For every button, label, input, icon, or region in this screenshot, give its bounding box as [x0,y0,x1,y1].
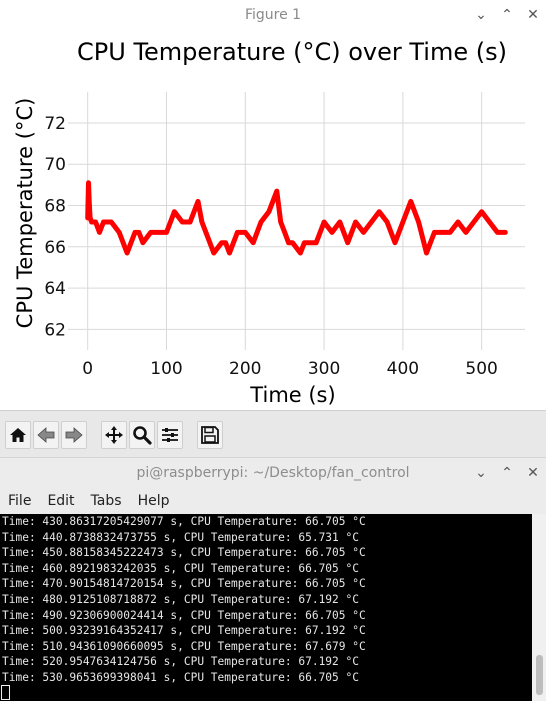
terminal-window-controls: ⌄ ⌃ ✕ [468,458,546,488]
minimize-icon: ⌄ [475,465,487,481]
home-button[interactable] [5,421,31,449]
terminal-line: Time: 450.88158345222473 s, CPU Temperat… [2,546,366,560]
x-tick-label: 0 [82,359,93,379]
terminal-title: pi@raspberrypi: ~/Desktop/fan_control [136,465,410,481]
pan-button[interactable] [101,421,127,449]
terminal-cursor [1,685,10,700]
maximize-icon: ⌃ [501,7,513,23]
x-tick-label: 300 [308,359,340,379]
figure-window: Figure 1 ⌄ ⌃ ✕ 0 100 200 300 400 500 62 64 66 68 7… [0,0,546,458]
terminal-output[interactable]: Time: 430.86317205429077 s, CPU Temperat… [0,514,532,701]
terminal-minimize-button[interactable]: ⌄ [468,460,494,486]
configure-subplots-button[interactable] [157,421,183,449]
y-tick-label: 66 [44,238,66,258]
terminal-line: Time: 470.90154814720154 s, CPU Temperat… [2,577,366,591]
save-button[interactable] [197,421,223,449]
terminal-line: Time: 460.8921983242035 s, CPU Temperatu… [2,561,359,575]
terminal-line: Time: 440.8738832473755 s, CPU Temperatu… [2,530,359,544]
terminal-line: Time: 500.93239164352417 s, CPU Temperat… [2,624,366,638]
terminal-close-button[interactable]: ✕ [520,460,546,486]
menu-file[interactable]: File [8,493,32,509]
menu-tabs[interactable]: Tabs [90,493,122,509]
back-icon [37,427,55,443]
terminal-line: Time: 530.9653699398041 s, CPU Temperatu… [2,670,359,684]
terminal-line: Time: 510.94361090660095 s, CPU Temperat… [2,639,366,653]
terminal-line: Time: 490.92306900024414 s, CPU Temperat… [2,608,366,622]
terminal-scrollbar[interactable] [532,514,546,701]
chart-title: CPU Temperature (°C) over Time (s) [77,38,507,66]
menu-help[interactable]: Help [137,493,170,509]
maximize-icon: ⌃ [501,465,513,481]
y-tick-label: 70 [44,155,66,175]
menu-edit[interactable]: Edit [47,493,75,509]
zoom-button[interactable] [129,421,155,449]
close-icon: ✕ [527,7,539,23]
figure-title: Figure 1 [244,7,302,23]
matplotlib-toolbar [0,410,546,458]
plot-canvas[interactable]: 0 100 200 300 400 500 62 64 66 68 70 72 CPU Temperat… [0,30,546,410]
figure-window-controls: ⌄ ⌃ ✕ [468,0,546,30]
terminal-line: Time: 480.9125108718872 s, CPU Temperatu… [2,592,359,606]
x-tick-label: 400 [387,359,419,379]
x-tick-label: 500 [465,359,497,379]
y-axis-label: CPU Temperature (°C) [13,98,37,329]
back-button[interactable] [33,421,59,449]
y-tick-label: 68 [44,197,66,217]
terminal-titlebar[interactable]: pi@raspberrypi: ~/Desktop/fan_control ⌄ … [0,458,546,488]
close-icon: ✕ [527,465,539,481]
x-tick-label: 100 [150,359,182,379]
terminal-maximize-button[interactable]: ⌃ [494,460,520,486]
close-button[interactable]: ✕ [520,2,546,28]
maximize-button[interactable]: ⌃ [494,2,520,28]
y-tick-label: 64 [44,279,66,299]
cpu-temperature-chart: 0 100 200 300 400 500 62 64 66 68 70 72 CPU Temperat… [13,38,525,407]
terminal-menubar: File Edit Tabs Help [0,488,546,514]
configure-subplots-icon [162,428,178,442]
zoom-icon [133,426,152,445]
pan-icon [105,426,123,444]
save-icon [201,426,219,444]
terminal-window: pi@raspberrypi: ~/Desktop/fan_control ⌄ … [0,457,546,701]
x-axis-label: Time (s) [249,383,335,407]
y-tick-label: 62 [44,320,66,340]
scrollbar-thumb[interactable] [536,655,543,695]
minimize-icon: ⌄ [475,7,487,23]
terminal-line: Time: 430.86317205429077 s, CPU Temperat… [2,515,366,528]
home-icon [10,428,26,442]
figure-titlebar[interactable]: Figure 1 ⌄ ⌃ ✕ [0,0,546,30]
forward-button[interactable] [61,421,87,449]
x-tick-label: 200 [229,359,261,379]
y-tick-label: 72 [44,114,66,134]
forward-icon [65,427,83,443]
temperature-series-line [85,180,508,256]
minimize-button[interactable]: ⌄ [468,2,494,28]
terminal-line: Time: 520.9547634124756 s, CPU Temperatu… [2,655,359,669]
